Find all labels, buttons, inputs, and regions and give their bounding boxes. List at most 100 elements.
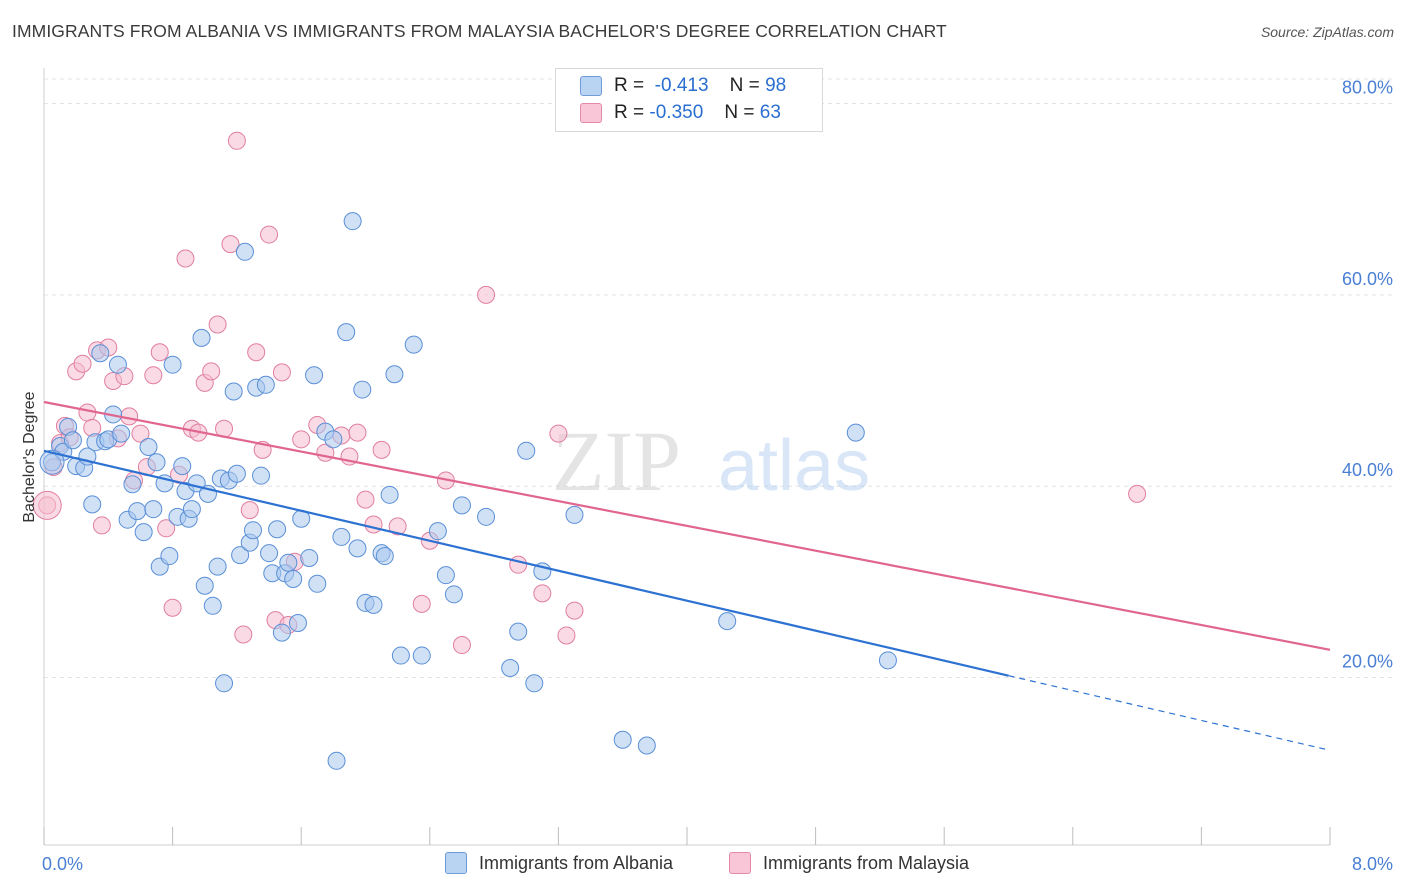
albania-point bbox=[637, 736, 656, 755]
albania-point bbox=[348, 539, 367, 558]
malaysia-point bbox=[73, 354, 92, 373]
albania-point bbox=[123, 475, 142, 494]
malaysia-point bbox=[388, 517, 407, 536]
malaysia-point bbox=[227, 131, 246, 150]
albania-point bbox=[327, 751, 346, 770]
albania-point bbox=[517, 441, 536, 460]
gridlines bbox=[44, 78, 1395, 679]
y-tick-label: 20.0% bbox=[1342, 652, 1393, 672]
albania-point bbox=[452, 496, 471, 515]
watermark: ZIP atlas bbox=[552, 413, 870, 509]
albania-point bbox=[243, 521, 262, 540]
albania-point bbox=[134, 523, 153, 542]
albania-legend-swatch bbox=[445, 852, 467, 874]
malaysia-swatch bbox=[580, 103, 602, 123]
malaysia-point bbox=[221, 235, 240, 254]
albania-point bbox=[272, 623, 291, 642]
malaysia-point bbox=[157, 519, 176, 538]
bottom-legend-malaysia: Immigrants from Malaysia bbox=[729, 852, 969, 874]
albania-point bbox=[501, 658, 520, 677]
legend-n-label: N = bbox=[729, 75, 760, 96]
legend-n-value: 98 bbox=[765, 75, 787, 96]
malaysia-point bbox=[533, 584, 552, 603]
albania-point bbox=[215, 674, 234, 693]
axes bbox=[43, 68, 1331, 846]
albania-point bbox=[235, 242, 254, 261]
malaysia-points bbox=[32, 131, 1147, 655]
albania-point bbox=[428, 522, 447, 541]
albania-swatch bbox=[580, 76, 602, 96]
x-tick-label-max: 8.0% bbox=[1352, 854, 1393, 874]
malaysia-point bbox=[348, 423, 367, 442]
malaysia-point bbox=[92, 516, 111, 535]
albania-point bbox=[83, 495, 102, 514]
malaysia-point bbox=[509, 555, 528, 574]
malaysia-point bbox=[356, 490, 375, 509]
malaysia-point bbox=[372, 440, 391, 459]
malaysia-point bbox=[176, 249, 195, 268]
source-label: Source: ZipAtlas.com bbox=[1260, 24, 1394, 40]
legend-r-label: R = bbox=[614, 75, 645, 96]
malaysia-point bbox=[260, 225, 279, 244]
malaysia-point bbox=[1128, 484, 1147, 503]
albania-point bbox=[846, 423, 865, 442]
albania-trend-line bbox=[43, 449, 1009, 677]
malaysia-point bbox=[557, 626, 576, 645]
malaysia-point bbox=[412, 594, 431, 613]
albania-point bbox=[525, 674, 544, 693]
albania-point bbox=[139, 437, 158, 456]
legend-row-albania: R = -0.413 N = 98 bbox=[580, 73, 786, 99]
albania-point bbox=[147, 453, 166, 472]
albania-point bbox=[268, 520, 287, 539]
albania-point bbox=[192, 328, 211, 347]
albania-trend-extension bbox=[1008, 675, 1331, 751]
malaysia-point bbox=[364, 515, 383, 534]
albania-point bbox=[227, 464, 246, 483]
albania-point bbox=[231, 546, 250, 565]
malaysia-point bbox=[150, 343, 169, 362]
malaysia-point bbox=[452, 636, 471, 655]
y-axis-label: Bachelor's Degree bbox=[21, 391, 38, 522]
y-tick-labels: 20.0% 40.0% 60.0% 80.0% bbox=[1342, 77, 1393, 671]
albania-point bbox=[256, 375, 275, 394]
albania-point bbox=[412, 646, 431, 665]
albania-point bbox=[39, 449, 65, 475]
albania-point bbox=[144, 500, 163, 519]
chart-title: IMMIGRANTS FROM ALBANIA VS IMMIGRANTS FR… bbox=[12, 21, 947, 41]
albania-point bbox=[208, 557, 227, 576]
malaysia-point bbox=[234, 625, 253, 644]
malaysia-point bbox=[202, 362, 221, 381]
albania-point bbox=[444, 585, 463, 604]
albania-point bbox=[284, 570, 303, 589]
malaysia-point bbox=[240, 501, 259, 520]
albania-point bbox=[324, 430, 343, 449]
albania-point bbox=[404, 335, 423, 354]
legend-n-value: 63 bbox=[759, 102, 781, 123]
albania-point bbox=[182, 500, 201, 519]
watermark-atlas: atlas bbox=[718, 426, 870, 506]
malaysia-trend-line bbox=[43, 400, 1331, 651]
albania-legend-label: Immigrants from Albania bbox=[479, 852, 674, 873]
malaysia-point bbox=[247, 343, 266, 362]
correlation-legend: R = -0.413 N = 98 R = -0.350 N = 63 bbox=[555, 68, 823, 132]
albania-point bbox=[308, 574, 327, 593]
albania-point bbox=[288, 614, 307, 633]
albania-point bbox=[385, 365, 404, 384]
albania-point bbox=[112, 424, 131, 443]
albania-point bbox=[260, 544, 279, 563]
albania-point bbox=[565, 505, 584, 524]
malaysia-point bbox=[549, 424, 568, 443]
watermark-zip: ZIP bbox=[552, 413, 681, 509]
albania-point bbox=[718, 612, 737, 631]
legend-n-label: N = bbox=[724, 102, 755, 123]
x-tick-label-min: 0.0% bbox=[42, 854, 83, 874]
albania-point bbox=[300, 548, 319, 567]
albania-point bbox=[108, 355, 127, 374]
albania-point bbox=[305, 366, 324, 385]
albania-point bbox=[364, 595, 383, 614]
malaysia-point bbox=[208, 315, 227, 334]
albania-point bbox=[279, 553, 298, 572]
albania-point bbox=[878, 651, 897, 670]
albania-point bbox=[128, 502, 147, 521]
